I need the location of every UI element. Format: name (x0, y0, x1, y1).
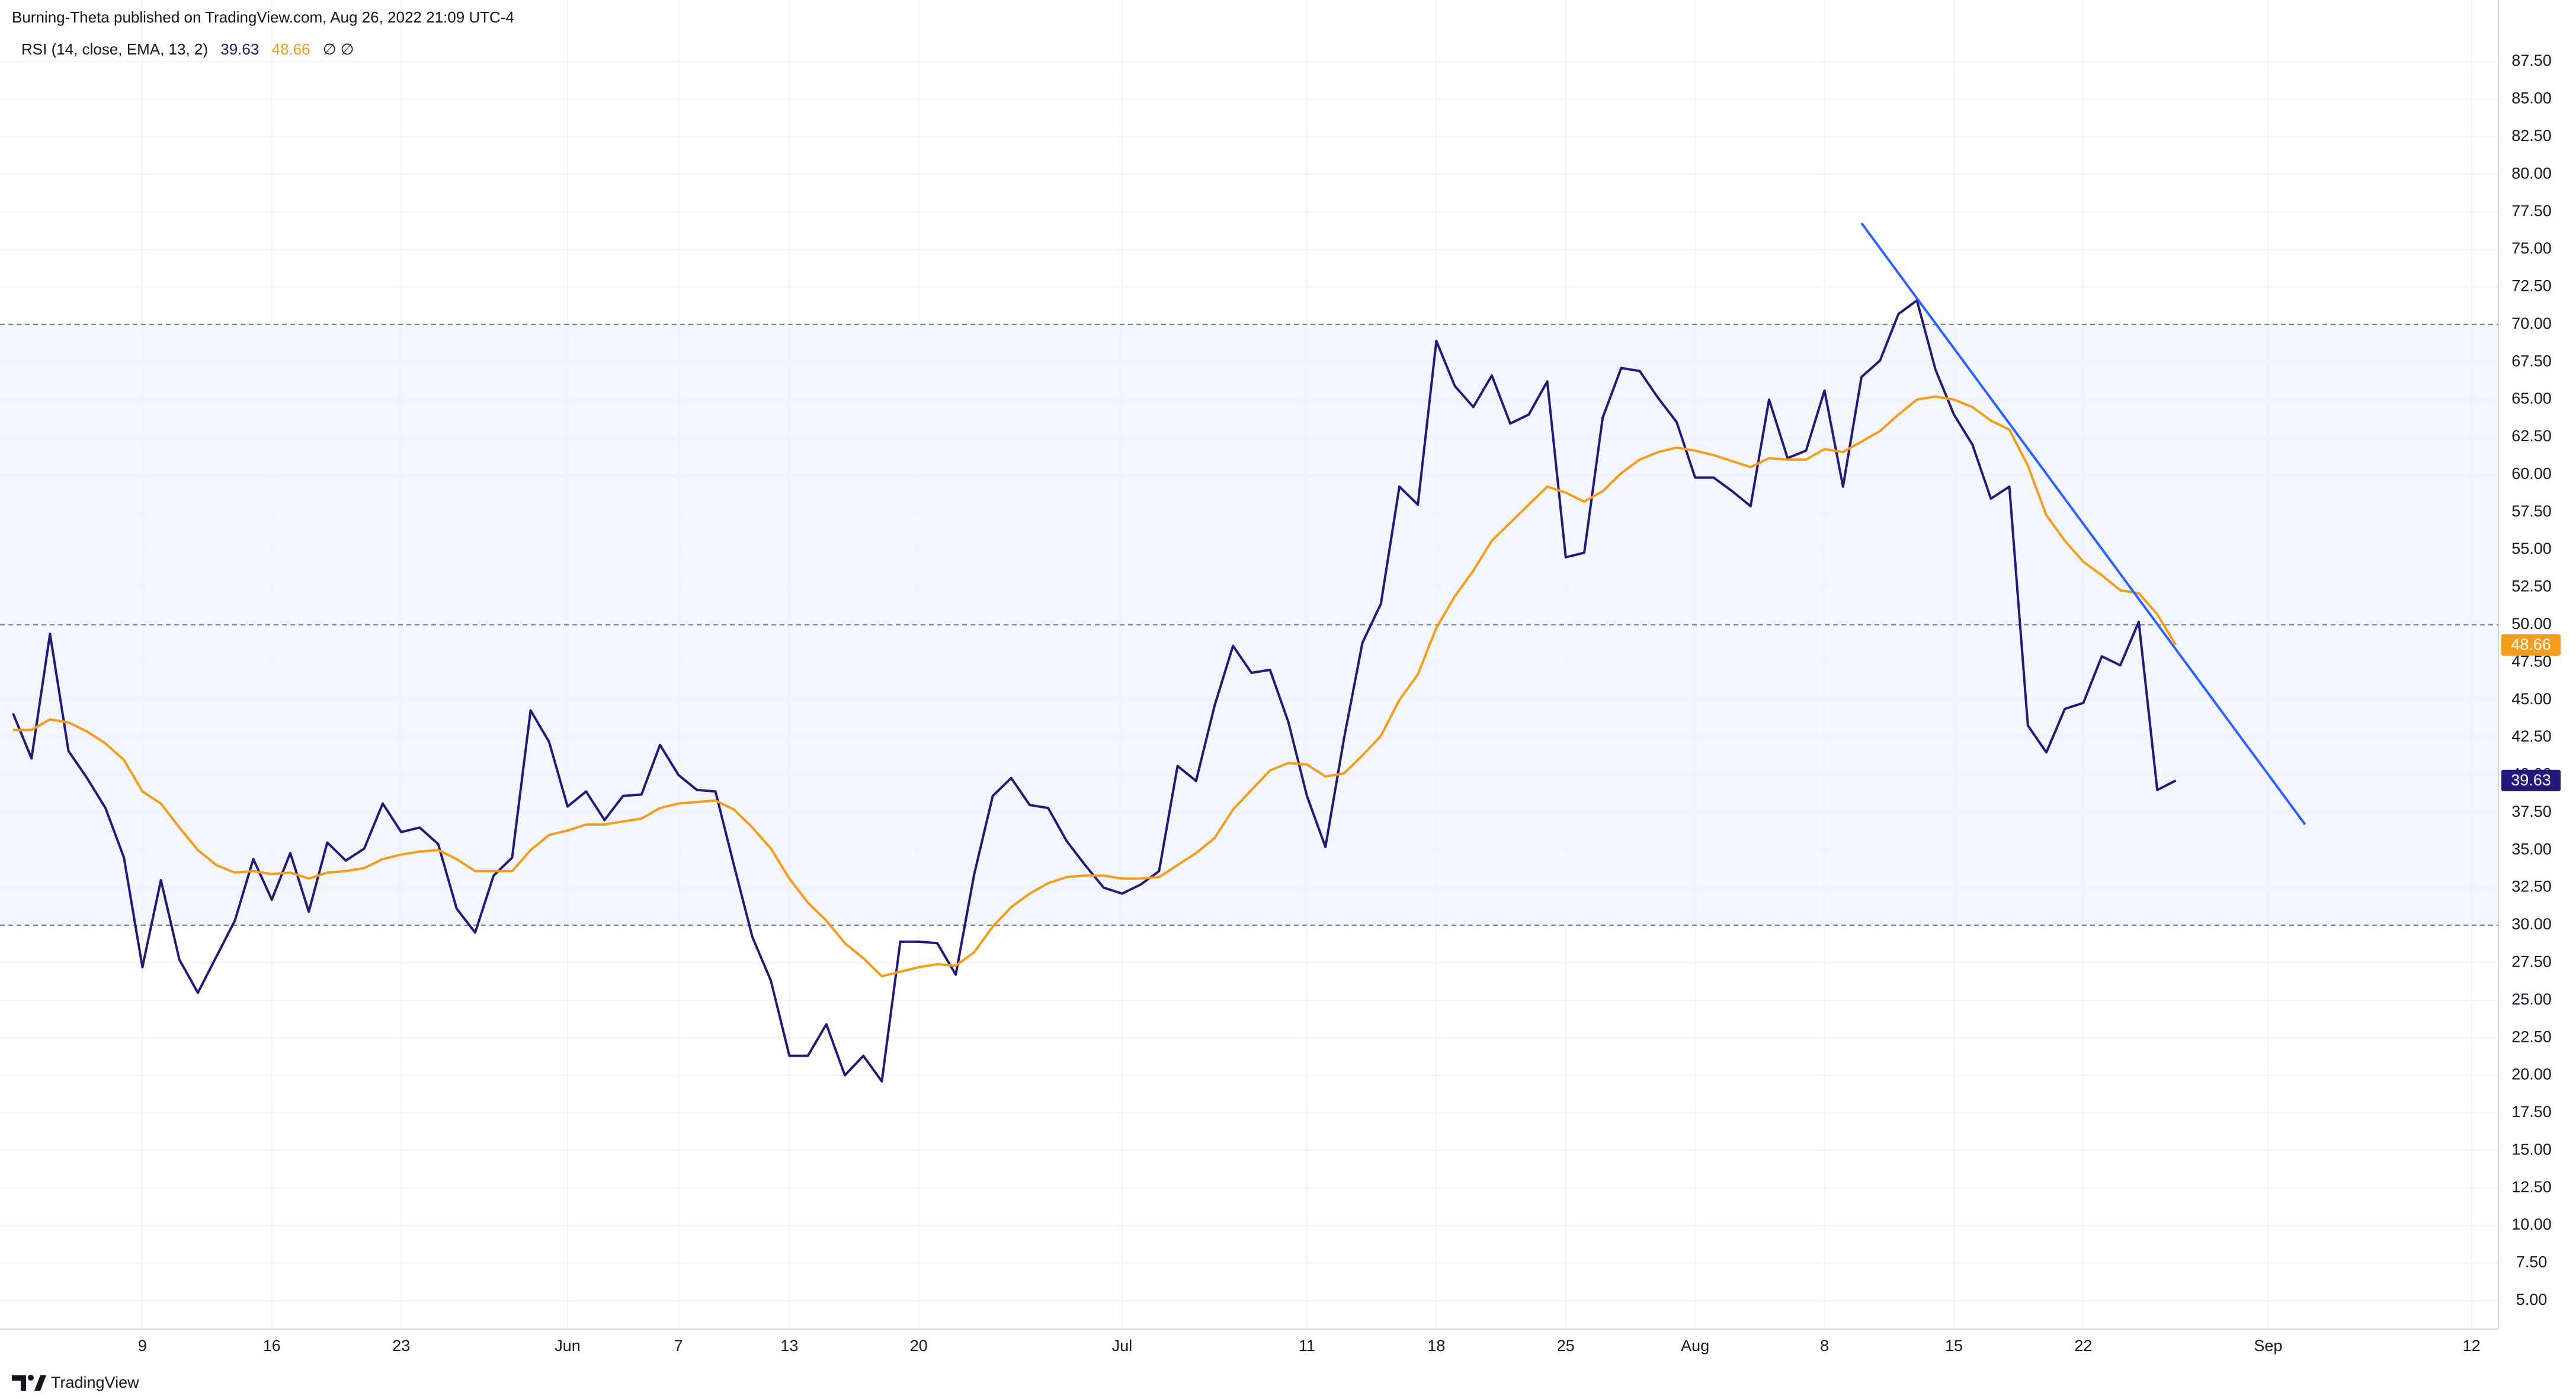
y-tick-label: 55.00 (2511, 540, 2552, 557)
y-tick-label: 10.00 (2511, 1215, 2552, 1233)
x-tick-label: Jun (555, 1337, 581, 1355)
legend-value: 48.66 (272, 40, 310, 58)
x-tick-label: 23 (392, 1337, 410, 1355)
y-tick-label: 35.00 (2511, 840, 2552, 858)
y-tick-label: 15.00 (2511, 1140, 2552, 1158)
x-tick-label: 18 (1427, 1337, 1445, 1355)
y-tick-label: 42.50 (2511, 727, 2552, 745)
x-tick-label: 13 (780, 1337, 798, 1355)
indicator-label: RSI (14, close, EMA, 13, 2) (21, 40, 208, 58)
y-tick-label: 67.50 (2511, 352, 2552, 370)
y-tick-label: 32.50 (2511, 878, 2552, 896)
y-tick-label: 20.00 (2511, 1066, 2552, 1083)
y-tick-label: 17.50 (2511, 1103, 2552, 1121)
logo-mark (28, 1375, 34, 1381)
x-tick-label: 11 (1299, 1337, 1315, 1355)
y-tick-label: 30.00 (2511, 915, 2552, 933)
y-tick-label: 5.00 (2516, 1291, 2548, 1308)
plot-area (0, 0, 2498, 1329)
series-line (1860, 222, 2306, 826)
x-tick-label: 15 (1945, 1337, 1963, 1355)
y-tick-label: 62.50 (2511, 427, 2552, 445)
x-tick-label: 20 (910, 1337, 928, 1355)
y-tick-label: 65.00 (2511, 390, 2552, 407)
x-tick-label: 12 (2463, 1337, 2481, 1355)
y-tick-label: 22.50 (2511, 1028, 2552, 1045)
y-tick-label: 87.50 (2511, 52, 2552, 69)
x-tick-label: 7 (674, 1337, 683, 1355)
y-tick-label: 57.50 (2511, 502, 2552, 520)
y-tick-label: 50.00 (2511, 615, 2552, 633)
legend: RSI (14, close, EMA, 13, 2) 39.63 48.66 … (21, 40, 354, 58)
y-tick-label: 72.50 (2511, 277, 2552, 295)
legend-extra: ∅ ∅ (323, 40, 354, 58)
header: Burning-Theta published on TradingView.c… (12, 8, 514, 26)
y-tick-label: 60.00 (2511, 464, 2552, 482)
x-tick-label: Sep (2254, 1337, 2282, 1355)
y-tick-label: 70.00 (2511, 315, 2552, 332)
logo-mark (12, 1375, 26, 1391)
x-tick-label: 9 (138, 1337, 147, 1355)
y-tick-label: 85.00 (2511, 89, 2552, 107)
price-tag-label: 39.63 (2511, 771, 2551, 789)
x-tick-label: Jul (1112, 1337, 1133, 1355)
series-line (13, 395, 2177, 978)
y-tick-label: 82.50 (2511, 127, 2552, 145)
price-tag (2501, 634, 2561, 656)
footer: TradingView (51, 1374, 139, 1391)
price-tag (2501, 769, 2561, 791)
x-tick-label: 22 (2074, 1337, 2092, 1355)
y-tick-label: 75.00 (2511, 239, 2552, 257)
x-tick-label: 16 (263, 1337, 281, 1355)
x-tick-label: 25 (1557, 1337, 1575, 1355)
y-tick-label: 52.50 (2511, 577, 2552, 595)
footer-logo (12, 1375, 46, 1391)
y-tick-label: 37.50 (2511, 803, 2552, 820)
legend-value: 39.63 (220, 40, 259, 58)
y-tick-label: 12.50 (2511, 1178, 2552, 1196)
y-tick-label: 45.00 (2511, 690, 2552, 708)
logo-mark (34, 1375, 46, 1391)
x-tick-label: Aug (1681, 1337, 1709, 1355)
y-tick-label: 77.50 (2511, 202, 2552, 220)
x-tick-label: 8 (1820, 1337, 1829, 1355)
price-tag-label: 48.66 (2511, 636, 2551, 653)
y-tick-label: 27.50 (2511, 952, 2552, 970)
y-tick-label: 7.50 (2516, 1253, 2548, 1271)
y-tick-label: 80.00 (2511, 164, 2552, 182)
y-tick-label: 25.00 (2511, 990, 2552, 1008)
